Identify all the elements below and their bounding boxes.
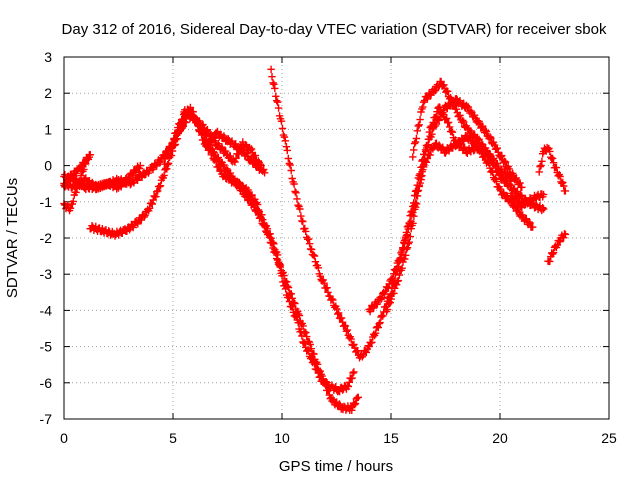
y-tick-label: 1	[44, 121, 52, 137]
series-marks	[507, 189, 548, 212]
y-tick-label: -6	[40, 375, 53, 391]
plot-frame	[63, 56, 610, 420]
series-marks	[160, 103, 362, 414]
series-marks	[202, 127, 264, 174]
axis-ticks: -7 -6 -5 -4 -3 -2 -1 0 1 2 3 0 5 10 15 20 25	[40, 49, 617, 446]
y-tick-label: 0	[44, 158, 52, 174]
x-tick-label: 15	[383, 430, 399, 446]
y-tick-label: -4	[40, 302, 53, 318]
y-axis-label: SDTVAR / TECUs	[4, 178, 21, 298]
y-tick-label: -5	[40, 339, 53, 355]
x-tick-label: 5	[169, 430, 177, 446]
x-axis-label: GPS time / hours	[279, 458, 393, 475]
y-tick-label: -3	[40, 266, 53, 282]
y-tick-label: 2	[44, 85, 52, 101]
series-marks	[544, 230, 570, 266]
data-points	[60, 65, 570, 414]
x-tick-label: 25	[601, 430, 617, 446]
series-marks	[267, 65, 526, 362]
series-marks	[409, 77, 515, 185]
series-track-14	[535, 143, 570, 195]
y-tick-label: -1	[40, 194, 53, 210]
x-tick-label: 0	[60, 430, 68, 446]
grid	[64, 57, 609, 419]
series-track-6	[160, 103, 362, 414]
chart-title: Day 312 of 2016, Sidereal Day-to-day VTE…	[62, 21, 607, 38]
series-track-9	[267, 65, 526, 362]
y-tick-label: -2	[40, 230, 53, 246]
y-tick-label: -7	[40, 411, 53, 427]
x-tick-label: 10	[274, 430, 290, 446]
series-marks	[180, 106, 269, 177]
series-marks	[535, 143, 570, 195]
series-track-12	[409, 77, 515, 185]
series-track-13	[507, 189, 548, 212]
series-track-7	[180, 106, 269, 177]
y-tick-label: 3	[44, 49, 52, 65]
series-track-8	[202, 127, 264, 174]
x-tick-label: 20	[492, 430, 508, 446]
series-track-15	[544, 230, 570, 266]
